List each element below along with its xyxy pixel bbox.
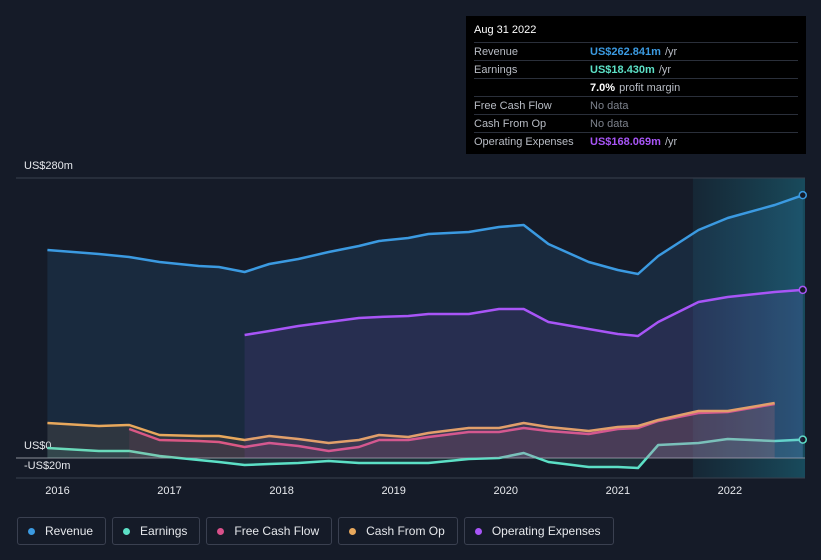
legend-label: Earnings <box>140 524 188 538</box>
legend-dot <box>123 527 131 535</box>
tooltip-unit: profit margin <box>619 81 681 94</box>
x-tick-label: 2020 <box>494 485 518 497</box>
tooltip-label: Revenue <box>474 45 519 58</box>
tooltip-value: 7.0% <box>590 81 616 94</box>
legend-label: Free Cash Flow <box>234 524 320 538</box>
legend: Revenue Earnings Free Cash Flow Cash From O… <box>17 517 614 545</box>
legend-dot <box>349 527 357 535</box>
series-area <box>244 289 803 458</box>
tooltip-row: Free Cash Flow No data <box>474 96 798 114</box>
tooltip-value: US$168.069m <box>590 135 661 148</box>
tooltip-label: Cash From Op <box>474 117 547 130</box>
legend-item[interactable]: Revenue <box>17 517 107 545</box>
tooltip-row: Operating Expenses US$168.069m/yr <box>474 132 798 150</box>
tooltip-label: Operating Expenses <box>474 135 574 148</box>
legend-item[interactable]: Operating Expenses <box>463 517 614 545</box>
end-point <box>798 435 808 444</box>
y-tick-label: US$280m <box>24 160 73 172</box>
x-tick-label: 2021 <box>606 485 630 497</box>
series-line <box>128 402 775 453</box>
x-tick-label: 2019 <box>381 485 405 497</box>
series-line <box>47 401 775 445</box>
series-area <box>47 195 803 458</box>
tooltip-unit: /yr <box>664 45 678 58</box>
tooltip-value: No data <box>590 117 629 130</box>
legend-label: Revenue <box>45 524 94 538</box>
y-tick-label: US$0 <box>24 440 52 452</box>
series-area <box>129 404 775 458</box>
legend-item[interactable]: Free Cash Flow <box>206 517 333 545</box>
tooltip-row: Earnings US$18.430m/yr <box>474 60 798 78</box>
series-line <box>47 194 804 276</box>
tooltip-value: US$18.430m <box>590 63 655 76</box>
series-line <box>244 288 803 338</box>
end-point <box>798 285 808 295</box>
x-tick-label: 2016 <box>45 485 69 497</box>
legend-label: Cash From Op <box>366 524 445 538</box>
tooltip-label: Free Cash Flow <box>474 99 552 112</box>
tooltip-row: Cash From Op No data <box>474 114 798 132</box>
x-tick-label: 2022 <box>718 485 742 497</box>
legend-dot <box>217 527 225 535</box>
x-tick-label: 2018 <box>269 485 293 497</box>
tooltip-value: US$262.841m <box>590 45 661 58</box>
legend-dot <box>28 527 35 535</box>
y-tick-label: -US$20m <box>24 460 70 472</box>
tooltip: Aug 31 2022 Revenue US$262.841m/yr Earnings… <box>466 16 806 154</box>
tooltip-unit: /yr <box>658 63 672 76</box>
tooltip-row: Revenue US$262.841m/yr <box>474 42 798 60</box>
legend-item[interactable]: Cash From Op <box>338 517 458 545</box>
x-tick-label: 2017 <box>157 485 181 497</box>
forecast-highlight <box>692 178 805 478</box>
end-point <box>798 190 808 200</box>
tooltip-row: 7.0% profit margin <box>474 78 798 96</box>
series-area <box>47 439 803 468</box>
tooltip-value: No data <box>590 99 629 112</box>
tooltip-label: Earnings <box>474 63 518 76</box>
legend-label: Operating Expenses <box>491 524 601 538</box>
legend-item[interactable]: Earnings <box>112 517 201 545</box>
legend-dot <box>474 527 482 535</box>
series-area <box>47 403 775 458</box>
tooltip-date: Aug 31 2022 <box>474 24 537 36</box>
tooltip-unit: /yr <box>664 135 678 148</box>
series-line <box>47 437 803 470</box>
